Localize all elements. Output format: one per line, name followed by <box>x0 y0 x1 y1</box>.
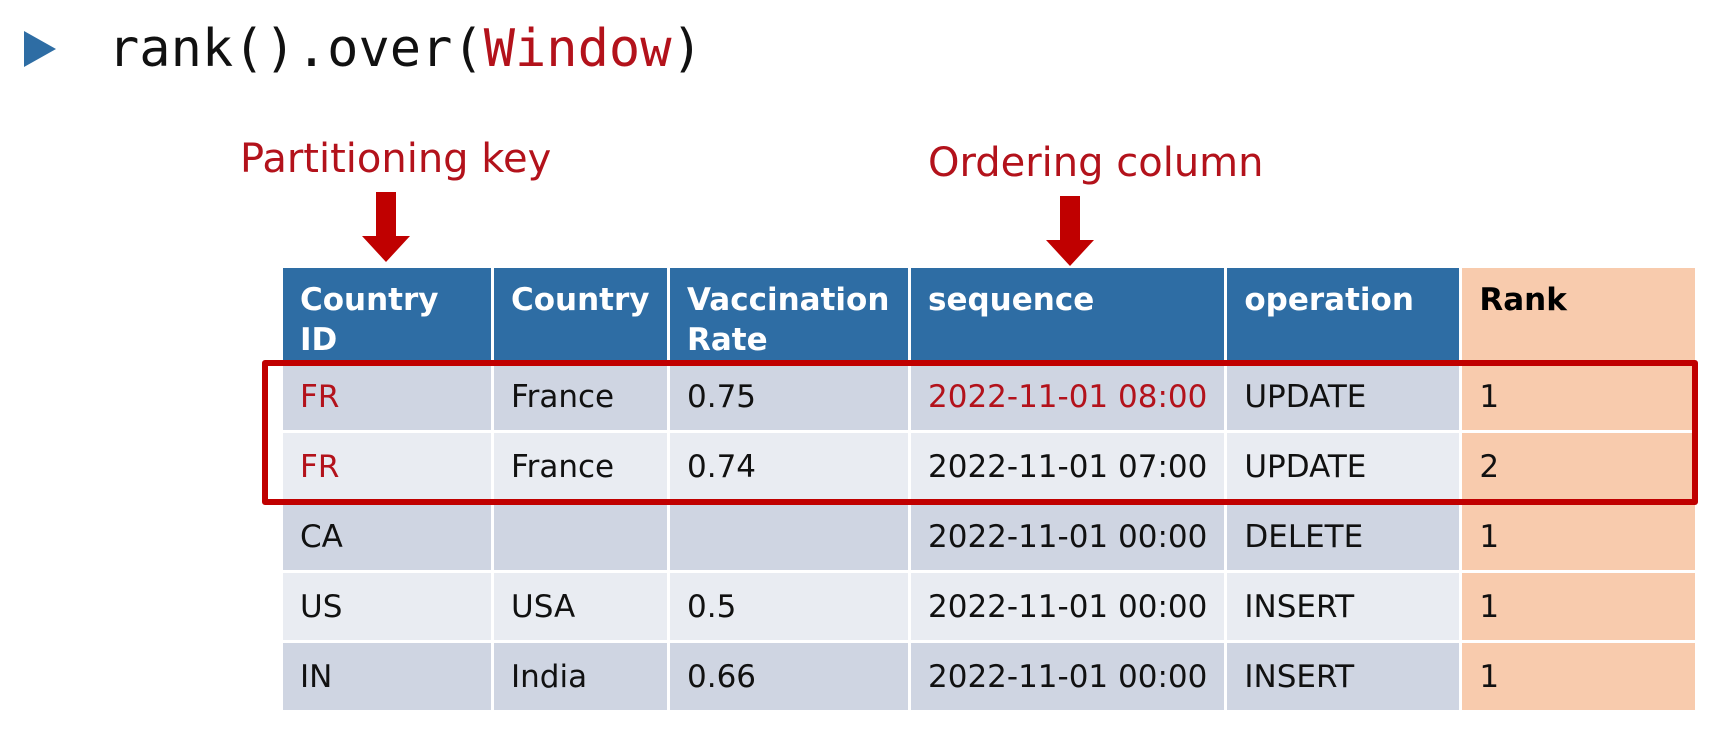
slide-title: rank().over(Window) <box>24 14 703 84</box>
window-rank-table: Country ID Country Vaccination Rate sequ… <box>280 265 1698 713</box>
cell-operation: UPDATE <box>1227 433 1460 500</box>
cell-vaccination-rate: 0.74 <box>670 433 908 500</box>
cell-sequence: 2022-11-01 00:00 <box>911 573 1225 640</box>
header-sequence: sequence <box>911 268 1225 360</box>
cell-country-id: US <box>283 573 491 640</box>
cell-country: USA <box>494 573 667 640</box>
cell-sequence: 2022-11-01 08:00 <box>911 363 1225 430</box>
cell-country <box>494 503 667 570</box>
ordering-down-arrow-icon <box>1046 196 1094 266</box>
cell-operation: UPDATE <box>1227 363 1460 430</box>
cell-country-id: FR <box>283 363 491 430</box>
header-rank: Rank <box>1462 268 1696 360</box>
table-row: US USA 0.5 2022-11-01 00:00 INSERT 1 <box>283 573 1696 640</box>
cell-vaccination-rate: 0.5 <box>670 573 908 640</box>
cell-operation: INSERT <box>1227 643 1460 710</box>
cell-sequence: 2022-11-01 00:00 <box>911 643 1225 710</box>
code-prefix: rank().over( <box>108 19 484 79</box>
header-country: Country <box>494 268 667 360</box>
cell-operation: DELETE <box>1227 503 1460 570</box>
table-row: IN India 0.66 2022-11-01 00:00 INSERT 1 <box>283 643 1696 710</box>
cell-operation: INSERT <box>1227 573 1460 640</box>
ordering-column-label: Ordering column <box>928 140 1264 186</box>
cell-country: France <box>494 363 667 430</box>
cell-rank: 1 <box>1462 573 1696 640</box>
header-operation: operation <box>1227 268 1460 360</box>
table-row: FR France 0.74 2022-11-01 07:00 UPDATE 2 <box>283 433 1696 500</box>
cell-country-id: FR <box>283 433 491 500</box>
cell-rank: 1 <box>1462 503 1696 570</box>
table-row: FR France 0.75 2022-11-01 08:00 UPDATE 1 <box>283 363 1696 430</box>
cell-sequence: 2022-11-01 00:00 <box>911 503 1225 570</box>
code-suffix: ) <box>671 19 703 79</box>
cell-vaccination-rate: 0.66 <box>670 643 908 710</box>
code-expression: rank().over(Window) <box>108 19 703 79</box>
cell-vaccination-rate <box>670 503 908 570</box>
table-header-row: Country ID Country Vaccination Rate sequ… <box>283 268 1696 360</box>
table-row: CA 2022-11-01 00:00 DELETE 1 <box>283 503 1696 570</box>
cell-country: India <box>494 643 667 710</box>
header-country-id: Country ID <box>283 268 491 360</box>
triangle-bullet-icon <box>24 31 56 67</box>
partitioning-key-label: Partitioning key <box>240 136 552 182</box>
header-vaccination-rate: Vaccination Rate <box>670 268 908 360</box>
cell-country: France <box>494 433 667 500</box>
partition-down-arrow-icon <box>362 192 410 262</box>
code-keyword: Window <box>483 19 672 79</box>
cell-rank: 1 <box>1462 643 1696 710</box>
cell-country-id: CA <box>283 503 491 570</box>
cell-sequence: 2022-11-01 07:00 <box>911 433 1225 500</box>
cell-rank: 2 <box>1462 433 1696 500</box>
cell-vaccination-rate: 0.75 <box>670 363 908 430</box>
cell-country-id: IN <box>283 643 491 710</box>
cell-rank: 1 <box>1462 363 1696 430</box>
